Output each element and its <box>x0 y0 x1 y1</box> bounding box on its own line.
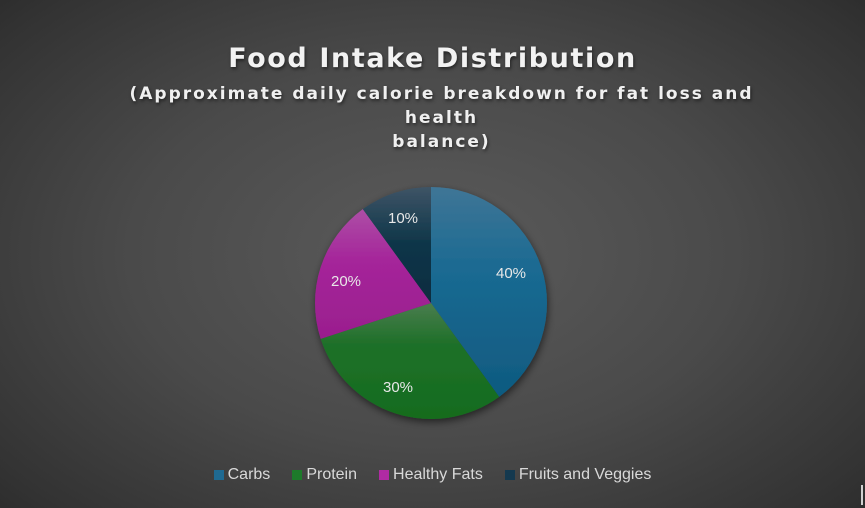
slice-protein[interactable] <box>320 303 500 419</box>
label-carbs: 40% <box>496 265 526 282</box>
subtitle-line-1: (Approximate daily calorie breakdown for… <box>129 84 754 128</box>
legend-label: Protein <box>306 466 358 483</box>
legend-item-protein[interactable]: Protein <box>292 466 357 484</box>
label-healthy-fats: 20% <box>331 273 361 290</box>
legend-item-carbs[interactable]: Carbs <box>213 466 271 484</box>
legend-label: Healthy Fats <box>393 466 483 483</box>
slice-carbs[interactable] <box>431 187 547 397</box>
legend-label: Carbs <box>227 466 271 483</box>
legend-item-fruits-veggies[interactable]: Fruits and Veggies <box>504 466 652 484</box>
legend-label: Fruits and Veggies <box>518 466 652 483</box>
slice-fruits-veggies[interactable] <box>362 187 431 303</box>
chart-subtitle: (Approximate daily calorie breakdown for… <box>100 82 783 154</box>
slice-healthy-fats[interactable] <box>315 209 431 339</box>
healthy-fats-swatch-icon <box>379 470 390 480</box>
legend-item-healthy-fats[interactable]: Healthy Fats <box>379 466 483 484</box>
label-fruits-veggies: 10% <box>388 210 418 227</box>
label-protein: 30% <box>383 379 413 396</box>
carbs-swatch-icon <box>213 470 224 480</box>
text-cursor <box>861 485 863 505</box>
subtitle-line-2: balance) <box>392 132 491 152</box>
fruits-veggies-swatch-icon <box>504 470 515 480</box>
chart-legend: Carbs Protein Healthy Fats Fruits and Ve… <box>0 466 865 484</box>
chart-title: Food Intake Distribution <box>228 43 637 74</box>
protein-swatch-icon <box>292 470 303 480</box>
